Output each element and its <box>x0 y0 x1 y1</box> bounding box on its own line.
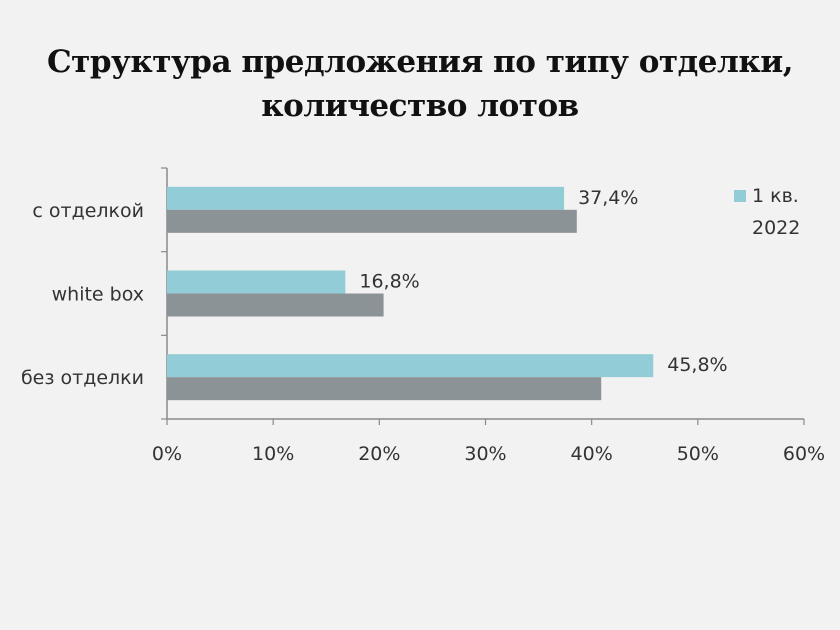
legend-label: 2022 <box>752 217 800 239</box>
x-tick-label: 50% <box>677 443 719 465</box>
title-line-1: Структура предложения по типу отделки, <box>46 44 794 80</box>
data-label: 37,4% <box>578 187 638 209</box>
bar <box>167 186 565 210</box>
bar <box>167 270 346 294</box>
x-tick-label: 40% <box>571 443 613 465</box>
data-label: 16,8% <box>359 271 419 293</box>
category-label: white box <box>52 284 144 306</box>
x-tick-label: 20% <box>358 443 400 465</box>
legend-label: 1 кв. <box>752 185 799 207</box>
bar <box>167 209 577 233</box>
data-label: 45,8% <box>667 354 727 376</box>
bar <box>167 354 654 378</box>
title-line-2: количество лотов <box>261 88 579 124</box>
category-label: с отделкой <box>32 200 144 222</box>
bar <box>167 377 602 401</box>
chart-title: Структура предложения по типу отделки, к… <box>0 40 840 128</box>
category-label: без отделки <box>21 367 144 389</box>
x-tick-label: 10% <box>252 443 294 465</box>
x-tick-label: 30% <box>464 443 506 465</box>
legend-swatch <box>734 190 746 202</box>
bar <box>167 293 384 317</box>
x-tick-label: 0% <box>152 443 182 465</box>
x-tick-label: 60% <box>783 443 825 465</box>
